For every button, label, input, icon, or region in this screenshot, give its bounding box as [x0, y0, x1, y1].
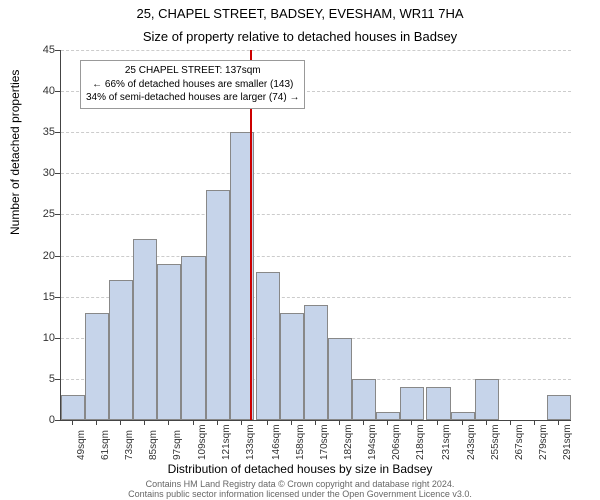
xtick-label: 255sqm: [490, 424, 501, 460]
xtick-mark: [486, 420, 487, 425]
histogram-bar: [352, 379, 376, 420]
histogram-bar: [475, 379, 499, 420]
xtick-label: 61sqm: [100, 430, 111, 460]
xtick-label: 49sqm: [76, 430, 87, 460]
xtick-mark: [387, 420, 388, 425]
histogram-bar: [181, 256, 205, 420]
histogram-bar: [61, 395, 85, 420]
ytick-label: 20: [35, 250, 55, 262]
xtick-label: 109sqm: [197, 424, 208, 460]
histogram-bar: [109, 280, 133, 420]
ytick-mark: [55, 132, 60, 133]
xtick-mark: [144, 420, 145, 425]
xtick-mark: [411, 420, 412, 425]
xtick-mark: [168, 420, 169, 425]
ytick-label: 40: [35, 85, 55, 97]
histogram-bar: [280, 313, 304, 420]
xtick-mark: [558, 420, 559, 425]
chart-container: 25, CHAPEL STREET, BADSEY, EVESHAM, WR11…: [0, 0, 600, 500]
ytick-mark: [55, 91, 60, 92]
histogram-bar: [547, 395, 571, 420]
histogram-bar: [85, 313, 109, 420]
xtick-label: 158sqm: [295, 424, 306, 460]
xtick-label: 218sqm: [415, 424, 426, 460]
histogram-bar: [451, 412, 475, 420]
histogram-bar: [304, 305, 328, 420]
ytick-mark: [55, 338, 60, 339]
xtick-label: 279sqm: [538, 424, 549, 460]
ytick-mark: [55, 297, 60, 298]
ytick-label: 15: [35, 291, 55, 303]
xtick-label: 206sqm: [391, 424, 402, 460]
xtick-label: 85sqm: [148, 430, 159, 460]
footer-line2: Contains public sector information licen…: [128, 489, 472, 499]
ytick-label: 10: [35, 332, 55, 344]
xtick-label: 146sqm: [271, 424, 282, 460]
histogram-bar: [426, 387, 450, 420]
xtick-mark: [120, 420, 121, 425]
xtick-label: 182sqm: [343, 424, 354, 460]
xtick-mark: [363, 420, 364, 425]
ytick-mark: [55, 256, 60, 257]
xtick-mark: [462, 420, 463, 425]
histogram-bar: [376, 412, 400, 420]
ytick-label: 0: [35, 414, 55, 426]
x-axis-label: Distribution of detached houses by size …: [0, 462, 600, 476]
ytick-mark: [55, 214, 60, 215]
xtick-mark: [315, 420, 316, 425]
ytick-mark: [55, 173, 60, 174]
xtick-label: 73sqm: [124, 430, 135, 460]
histogram-bar: [328, 338, 352, 420]
footer-note: Contains HM Land Registry data © Crown c…: [0, 480, 600, 500]
xtick-label: 97sqm: [172, 430, 183, 460]
y-axis-label: Number of detached properties: [8, 70, 22, 235]
ytick-label: 25: [35, 208, 55, 220]
annotation-line1: 25 CHAPEL STREET: 137sqm: [125, 65, 261, 76]
ytick-label: 45: [35, 44, 55, 56]
ytick-mark: [55, 420, 60, 421]
histogram-bar: [400, 387, 424, 420]
xtick-label: 133sqm: [245, 424, 256, 460]
gridline: [61, 214, 571, 215]
ytick-label: 5: [35, 373, 55, 385]
xtick-mark: [534, 420, 535, 425]
xtick-mark: [510, 420, 511, 425]
histogram-bar: [256, 272, 280, 420]
annotation-line2: ← 66% of detached houses are smaller (14…: [92, 79, 293, 90]
page-title-line2: Size of property relative to detached ho…: [0, 23, 600, 46]
gridline: [61, 50, 571, 51]
gridline: [61, 132, 571, 133]
annotation-line3: 34% of semi-detached houses are larger (…: [86, 92, 299, 103]
xtick-mark: [72, 420, 73, 425]
xtick-label: 170sqm: [319, 424, 330, 460]
ytick-label: 35: [35, 126, 55, 138]
xtick-mark: [437, 420, 438, 425]
ytick-mark: [55, 50, 60, 51]
xtick-mark: [193, 420, 194, 425]
footer-line1: Contains HM Land Registry data © Crown c…: [146, 479, 455, 489]
xtick-mark: [339, 420, 340, 425]
histogram-bar: [157, 264, 181, 420]
xtick-label: 291sqm: [562, 424, 573, 460]
xtick-mark: [96, 420, 97, 425]
histogram-bar: [206, 190, 230, 420]
annotation-box: 25 CHAPEL STREET: 137sqm ← 66% of detache…: [80, 60, 305, 109]
histogram-bar: [133, 239, 157, 420]
ytick-label: 30: [35, 167, 55, 179]
xtick-label: 231sqm: [441, 424, 452, 460]
xtick-mark: [267, 420, 268, 425]
xtick-label: 267sqm: [514, 424, 525, 460]
xtick-mark: [217, 420, 218, 425]
page-title-line1: 25, CHAPEL STREET, BADSEY, EVESHAM, WR11…: [0, 0, 600, 23]
xtick-label: 194sqm: [367, 424, 378, 460]
xtick-label: 121sqm: [221, 424, 232, 460]
xtick-label: 243sqm: [466, 424, 477, 460]
ytick-mark: [55, 379, 60, 380]
xtick-mark: [291, 420, 292, 425]
gridline: [61, 173, 571, 174]
xtick-mark: [241, 420, 242, 425]
